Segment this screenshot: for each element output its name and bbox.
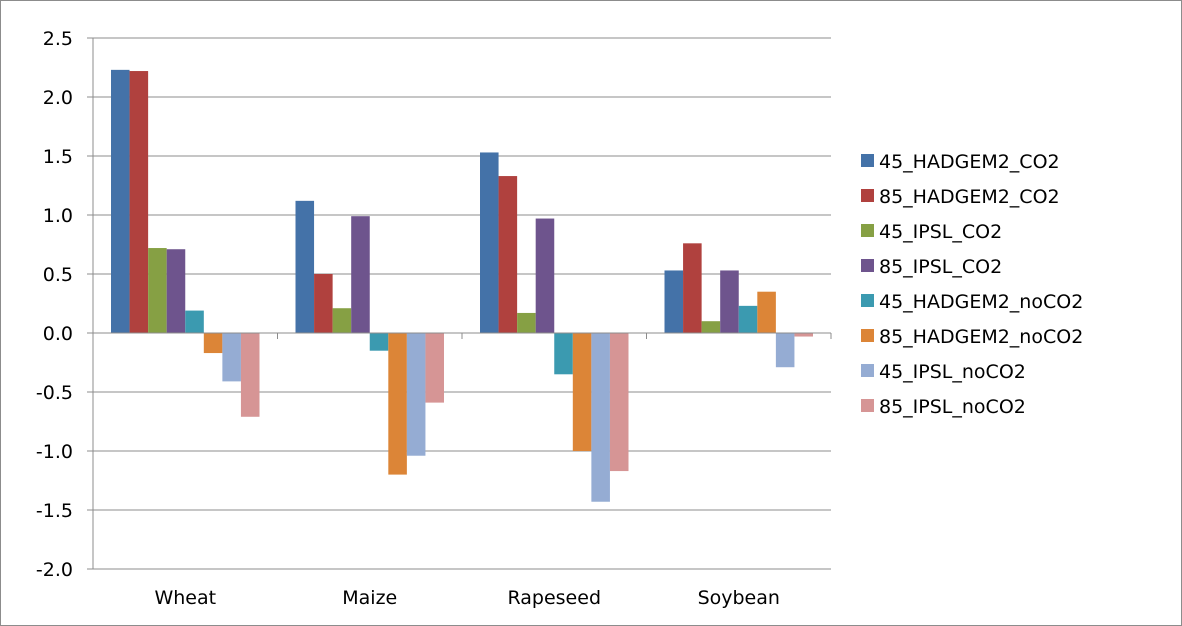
- bar: [111, 69, 130, 334]
- legend-label: 85_HADGEM2_noCO2: [879, 326, 1083, 348]
- bar: [720, 270, 739, 333]
- bar: [240, 333, 260, 417]
- y-tick-label: -1.0: [36, 441, 73, 463]
- bar: [222, 333, 241, 382]
- bar: [203, 333, 223, 354]
- bar: [775, 333, 795, 368]
- bar: [609, 333, 629, 472]
- legend-entry: 85_HADGEM2_noCO2: [861, 326, 1083, 348]
- legend-entry: 45_HADGEM2_noCO2: [861, 291, 1083, 313]
- legend-label: 85_IPSL_CO2: [879, 256, 1002, 278]
- bar: [757, 291, 776, 333]
- legend-entry: 85_HADGEM2_CO2: [861, 186, 1060, 208]
- bar: [351, 216, 370, 333]
- y-tick-label: 1.0: [43, 205, 73, 227]
- bar: [738, 305, 758, 333]
- bar: [554, 333, 573, 375]
- bar: [498, 176, 518, 333]
- bar: [480, 152, 499, 333]
- legend-label: 85_HADGEM2_CO2: [879, 186, 1060, 208]
- legend-swatch: [861, 259, 874, 272]
- legend-swatch: [861, 329, 874, 342]
- y-tick-label: -0.5: [36, 382, 73, 404]
- bar: [794, 333, 813, 337]
- bar: [314, 274, 333, 333]
- y-tick-label: 2.0: [43, 87, 73, 109]
- legend: 45_HADGEM2_CO2 85_HADGEM2_CO2 45_IPSL_CO2 8…: [861, 151, 1083, 418]
- legend-entry: 45_IPSL_CO2: [861, 221, 1002, 243]
- bar: [185, 310, 204, 333]
- axes: 2.5 2.0 1.5 1.0 0.5 0.0 -0.5 -1.0 -1.5 -2.0 Wheat M…: [36, 28, 832, 609]
- x-tick-label: Wheat: [154, 587, 216, 609]
- legend-label: 45_HADGEM2_CO2: [879, 151, 1060, 173]
- bar: [332, 308, 352, 333]
- bar: [535, 218, 555, 333]
- legend-swatch: [861, 294, 874, 307]
- y-tick-label: 1.5: [43, 146, 73, 168]
- y-tick-label: -1.5: [36, 500, 73, 522]
- bar: [148, 248, 167, 333]
- legend-swatch: [861, 364, 874, 377]
- bar: [129, 71, 149, 333]
- legend-swatch: [861, 224, 874, 237]
- legend-entry: 85_IPSL_CO2: [861, 256, 1002, 278]
- bar: [701, 321, 721, 333]
- x-tick-label: Rapeseed: [507, 587, 601, 609]
- bars: [111, 69, 813, 502]
- y-tick-label: -2.0: [36, 559, 73, 581]
- legend-label: 85_IPSL_noCO2: [879, 396, 1026, 418]
- y-tick-label: 2.5: [43, 28, 73, 50]
- legend-entry: 45_HADGEM2_CO2: [861, 151, 1060, 173]
- bar: [591, 333, 610, 502]
- y-tick-label: 0.5: [43, 264, 73, 286]
- legend-swatch: [861, 154, 874, 167]
- y-tick-label: 0.0: [43, 323, 73, 345]
- bar: [572, 333, 592, 451]
- legend-swatch: [861, 189, 874, 202]
- bar: [517, 312, 536, 333]
- x-tick-label: Soybean: [698, 587, 780, 609]
- legend-label: 45_HADGEM2_noCO2: [879, 291, 1083, 313]
- bar: [388, 333, 407, 475]
- legend-swatch: [861, 399, 874, 412]
- bar: [683, 243, 702, 333]
- bar: [369, 333, 389, 351]
- legend-label: 45_IPSL_CO2: [879, 221, 1002, 243]
- bar: [166, 249, 186, 333]
- legend-label: 45_IPSL_noCO2: [879, 361, 1026, 383]
- bar: [425, 333, 444, 403]
- bar: [295, 200, 315, 333]
- legend-entry: 85_IPSL_noCO2: [861, 396, 1026, 418]
- legend-entry: 45_IPSL_noCO2: [861, 361, 1026, 383]
- x-tick-label: Maize: [342, 587, 397, 609]
- bar: [406, 333, 426, 456]
- bar: [664, 270, 684, 333]
